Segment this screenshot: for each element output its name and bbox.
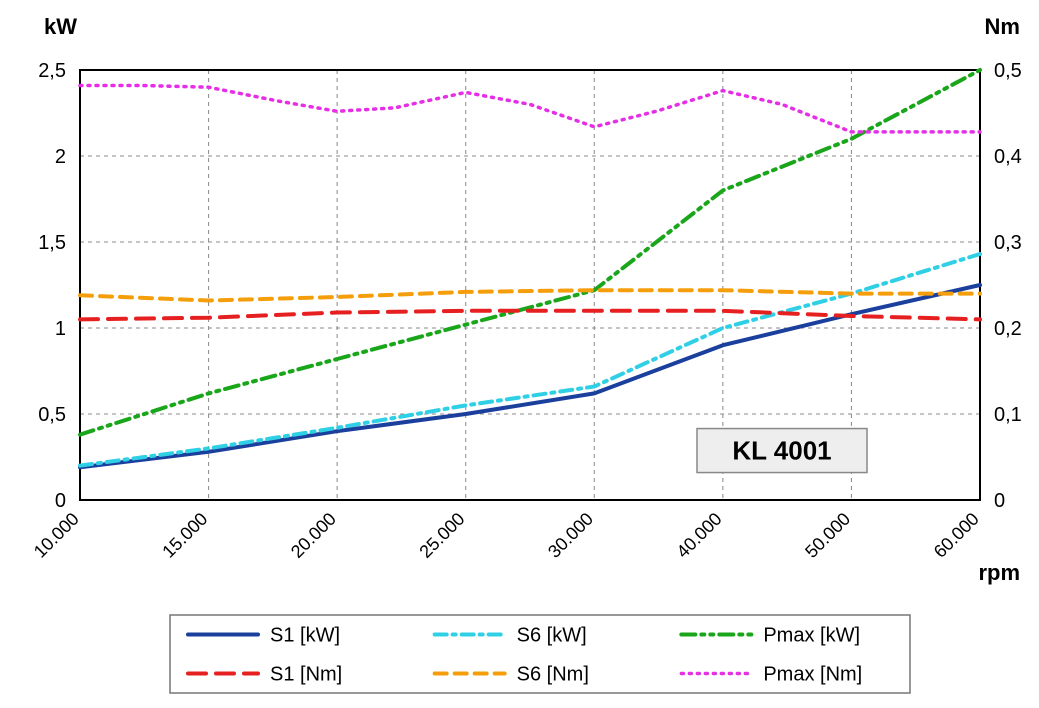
yleft-tick-label: 0 bbox=[55, 490, 66, 512]
yright-tick-label: 0,4 bbox=[994, 146, 1022, 168]
legend-label: S6 [kW] bbox=[517, 625, 587, 647]
x-tick-label: 20.000 bbox=[287, 509, 340, 562]
x-axis-title: rpm bbox=[978, 560, 1020, 585]
legend-label: Pmax [kW] bbox=[763, 625, 860, 647]
x-tick-label: 15.000 bbox=[158, 509, 211, 562]
yright-tick-label: 0,1 bbox=[994, 404, 1022, 426]
yleft-tick-label: 0,5 bbox=[38, 404, 66, 426]
legend-label: S6 [Nm] bbox=[517, 664, 589, 686]
legend-label: Pmax [Nm] bbox=[763, 664, 862, 686]
x-tick-label: 60.000 bbox=[930, 509, 983, 562]
yright-axis-title: Nm bbox=[985, 14, 1020, 39]
yleft-axis-title: kW bbox=[44, 14, 77, 39]
motor-performance-chart: KL 4001 0 0,5 1 1,5 2 2,5 0 0,1 0,2 0,3 0,4 0,5 10.00… bbox=[0, 0, 1039, 708]
legend-label: S1 [Nm] bbox=[270, 664, 342, 686]
yright-tick-label: 0,5 bbox=[994, 60, 1022, 82]
x-tick-label: 10.000 bbox=[30, 509, 83, 562]
x-tick-label: 30.000 bbox=[544, 509, 597, 562]
yright-tick-label: 0,3 bbox=[994, 232, 1022, 254]
x-tick-label: 40.000 bbox=[673, 509, 726, 562]
yleft-tick-label: 2 bbox=[55, 146, 66, 168]
yleft-tick-label: 1,5 bbox=[38, 232, 66, 254]
yleft-tick-label: 2,5 bbox=[38, 60, 66, 82]
x-tick-label: 50.000 bbox=[801, 509, 854, 562]
legend-label: S1 [kW] bbox=[270, 625, 340, 647]
x-tick-label: 25.000 bbox=[415, 509, 468, 562]
chart-title-label: KL 4001 bbox=[732, 436, 831, 466]
yleft-tick-label: 1 bbox=[55, 318, 66, 340]
yright-tick-label: 0 bbox=[994, 490, 1005, 512]
yright-tick-label: 0,2 bbox=[994, 318, 1022, 340]
